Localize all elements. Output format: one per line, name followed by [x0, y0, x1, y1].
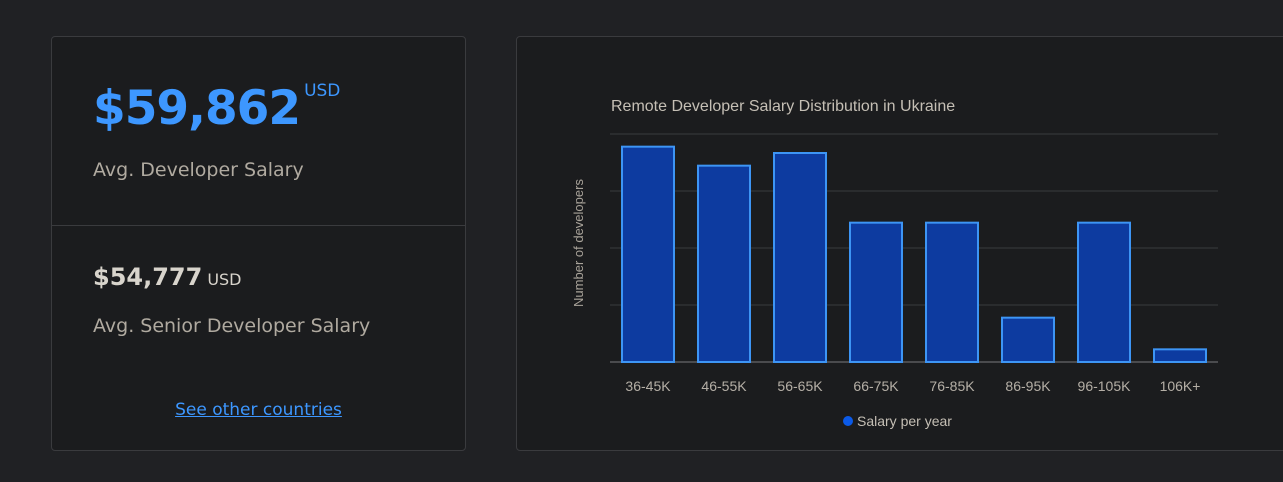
avg-salary-value: $59,862 USD: [93, 81, 340, 136]
avg-salary-label: Avg. Developer Salary: [93, 159, 304, 181]
x-tick-label: 86-95K: [1005, 378, 1051, 394]
avg-salary-amount: $59,862: [93, 81, 301, 136]
salary-distribution-chart: Remote Developer Salary Distribution in …: [571, 98, 1218, 429]
bar-96-105K[interactable]: [1077, 221, 1131, 363]
legend-label: Salary per year: [857, 413, 952, 429]
x-tick-label: 106K+: [1160, 378, 1201, 394]
chart-title: Remote Developer Salary Distribution in …: [611, 98, 955, 115]
senior-salary-label: Avg. Senior Developer Salary: [93, 315, 371, 337]
senior-salary-currency: USD: [207, 270, 242, 289]
senior-salary-value: $54,777 USD: [93, 263, 242, 291]
bar-56-65K[interactable]: [773, 152, 827, 363]
x-tick-label: 66-75K: [853, 378, 899, 394]
bar-76-85K[interactable]: [925, 221, 979, 363]
see-other-countries-link[interactable]: See other countries: [175, 400, 342, 420]
senior-salary-amount: $54,777: [93, 263, 203, 291]
x-tick-label: 76-85K: [929, 378, 975, 394]
legend-dot: [843, 416, 853, 426]
avg-salary-currency: USD: [304, 81, 341, 101]
x-tick-label: 96-105K: [1078, 378, 1132, 394]
bar-46-55K[interactable]: [697, 164, 751, 363]
divider: [52, 225, 465, 226]
chart-card: Remote Developer Salary Distribution in …: [516, 36, 1283, 451]
bar-36-45K[interactable]: [621, 145, 675, 363]
bar-66-75K[interactable]: [849, 221, 903, 363]
bar-106K+[interactable]: [1153, 348, 1207, 364]
x-tick-label: 36-45K: [625, 378, 671, 394]
legend[interactable]: Salary per year: [843, 413, 952, 429]
x-tick-label: 46-55K: [701, 378, 747, 394]
bar-86-95K[interactable]: [1001, 316, 1055, 363]
salary-summary-card: $59,862 USD Avg. Developer Salary $54,777…: [51, 36, 466, 451]
x-tick-label: 56-65K: [777, 378, 823, 394]
y-axis-label: Number of developers: [571, 179, 586, 307]
